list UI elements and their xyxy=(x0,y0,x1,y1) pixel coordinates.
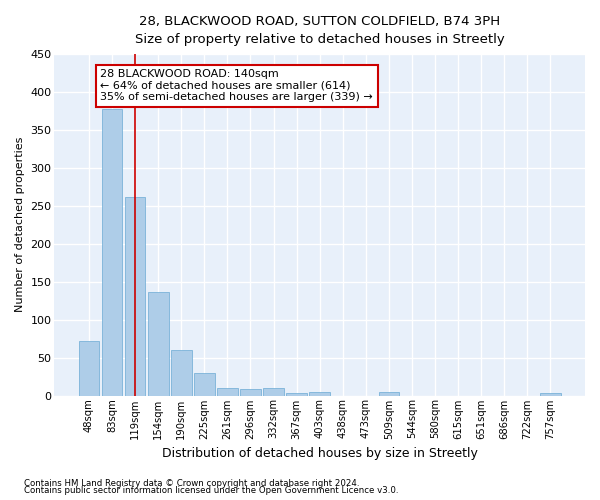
Bar xyxy=(194,373,215,396)
Bar xyxy=(286,393,307,396)
Bar xyxy=(217,388,238,396)
Bar xyxy=(379,392,400,396)
Bar xyxy=(171,350,191,396)
Y-axis label: Number of detached properties: Number of detached properties xyxy=(15,137,25,312)
Bar xyxy=(148,292,169,396)
Bar xyxy=(240,388,261,396)
Bar xyxy=(101,108,122,396)
Bar xyxy=(79,341,100,396)
X-axis label: Distribution of detached houses by size in Streetly: Distribution of detached houses by size … xyxy=(162,447,478,460)
Text: Contains public sector information licensed under the Open Government Licence v3: Contains public sector information licen… xyxy=(24,486,398,495)
Bar xyxy=(310,392,330,396)
Text: 28 BLACKWOOD ROAD: 140sqm
← 64% of detached houses are smaller (614)
35% of semi: 28 BLACKWOOD ROAD: 140sqm ← 64% of detac… xyxy=(100,70,373,102)
Text: Contains HM Land Registry data © Crown copyright and database right 2024.: Contains HM Land Registry data © Crown c… xyxy=(24,478,359,488)
Bar xyxy=(540,393,561,396)
Bar xyxy=(263,388,284,396)
Title: 28, BLACKWOOD ROAD, SUTTON COLDFIELD, B74 3PH
Size of property relative to detac: 28, BLACKWOOD ROAD, SUTTON COLDFIELD, B7… xyxy=(135,15,505,46)
Bar xyxy=(125,196,145,396)
